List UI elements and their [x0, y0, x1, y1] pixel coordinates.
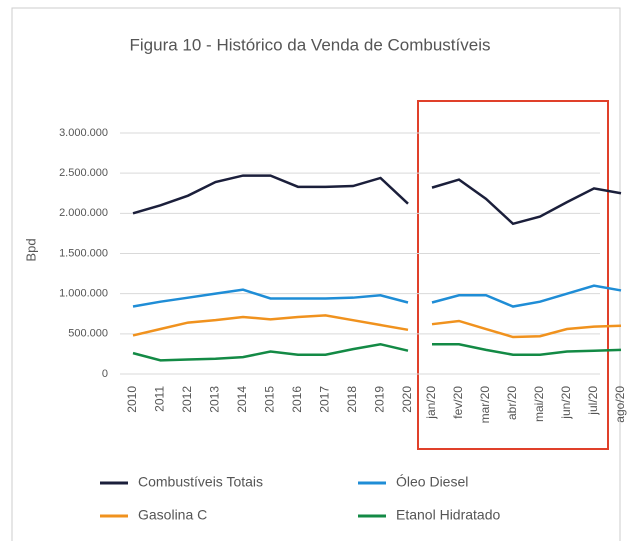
series-line	[132, 343, 409, 362]
x-tick-label: 2020	[400, 386, 414, 413]
chart-title: Figura 10 - Histórico da Venda de Combus…	[130, 35, 491, 54]
highlight-box	[417, 100, 609, 450]
x-tick-label: 2011	[153, 386, 167, 412]
x-tick-label: 2017	[318, 386, 332, 413]
x-tick-label: jan/20	[424, 386, 438, 420]
series-line	[132, 314, 409, 337]
series-line	[132, 174, 409, 215]
x-tick-label: mai/20	[532, 386, 546, 422]
y-tick-label: 3.000.000	[59, 127, 108, 139]
x-tick-label: mar/20	[478, 386, 492, 424]
series-line	[431, 178, 622, 226]
x-tick-label: 2015	[263, 386, 277, 413]
x-tick-label: 2012	[180, 386, 194, 413]
legend-label: Gasolina C	[138, 507, 207, 523]
legend-label: Etanol Hidratado	[396, 507, 501, 523]
legend-label: Óleo Diesel	[396, 474, 468, 490]
y-tick-label: 0	[102, 368, 108, 380]
series-line	[431, 319, 622, 339]
card-border	[11, 7, 621, 541]
y-tick-label: 2.500.000	[59, 167, 108, 179]
x-tick-label: fev/20	[451, 386, 465, 419]
x-tick-label: jul/20	[586, 386, 600, 416]
x-tick-label: jun/20	[559, 386, 573, 420]
x-tick-label: ago/20	[613, 386, 627, 423]
series-line	[431, 284, 622, 308]
y-axis-label: Bpd	[23, 238, 38, 261]
series-line	[132, 288, 409, 308]
legend-label: Combustíveis Totais	[138, 474, 263, 490]
x-tick-label: 2018	[345, 386, 359, 413]
x-tick-label: 2016	[290, 386, 304, 413]
x-tick-label: 2013	[208, 386, 222, 413]
x-tick-label: 2010	[125, 386, 139, 413]
y-tick-label: 2.000.000	[59, 207, 108, 219]
series-line	[432, 343, 622, 356]
x-tick-label: 2014	[235, 386, 249, 413]
y-tick-label: 500.000	[68, 328, 108, 340]
y-tick-label: 1.500.000	[59, 247, 108, 259]
x-tick-label: 2019	[373, 386, 387, 413]
y-tick-label: 1.000.000	[59, 288, 108, 300]
x-tick-label: abr/20	[505, 386, 519, 420]
